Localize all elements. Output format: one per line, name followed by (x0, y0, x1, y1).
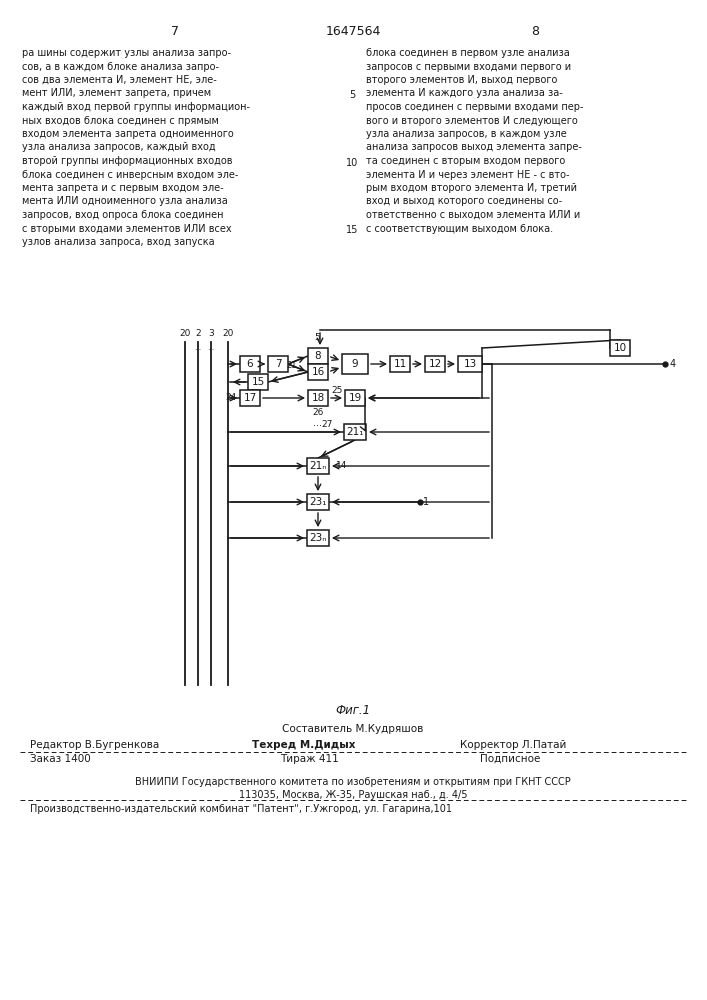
Bar (240, 390, 260, 406)
Bar (610, 340, 630, 356)
Text: ответственно с выходом элемента ИЛИ и: ответственно с выходом элемента ИЛИ и (366, 210, 580, 220)
Text: запросов, вход опроса блока соединен: запросов, вход опроса блока соединен (22, 210, 223, 220)
Text: 1647564: 1647564 (325, 25, 380, 38)
Text: 7: 7 (275, 359, 281, 369)
Bar (345, 390, 365, 406)
Text: 12: 12 (428, 359, 442, 369)
Text: 113035, Москва, Ж-35, Раушская наб., д. 4/5: 113035, Москва, Ж-35, Раушская наб., д. … (239, 790, 467, 800)
Text: 17: 17 (243, 393, 257, 403)
Text: та соединен с вторым входом первого: та соединен с вторым входом первого (366, 156, 566, 166)
Text: мент ИЛИ, элемент запрета, причем: мент ИЛИ, элемент запрета, причем (22, 89, 211, 99)
Text: 18: 18 (311, 393, 325, 403)
Text: 1: 1 (423, 497, 429, 507)
Text: 15: 15 (252, 377, 264, 387)
Text: элемента И каждого узла анализа за-: элемента И каждого узла анализа за- (366, 89, 563, 99)
Text: блока соединен в первом узле анализа: блока соединен в первом узле анализа (366, 48, 570, 58)
Text: ...: ... (207, 343, 214, 352)
Text: каждый вход первой группы информацион-: каждый вход первой группы информацион- (22, 102, 250, 112)
Text: рым входом второго элемента И, третий: рым входом второго элемента И, третий (366, 183, 577, 193)
Text: 13: 13 (463, 359, 477, 369)
Text: 21ₙ: 21ₙ (309, 461, 327, 471)
Text: запросов с первыми входами первого и: запросов с первыми входами первого и (366, 62, 571, 72)
Text: с вторыми входами элементов ИЛИ всех: с вторыми входами элементов ИЛИ всех (22, 224, 232, 233)
Text: просов соединен с первыми входами пер-: просов соединен с первыми входами пер- (366, 102, 583, 112)
Text: вход и выход которого соединены со-: вход и выход которого соединены со- (366, 196, 562, 207)
Text: второй группы информационных входов: второй группы информационных входов (22, 156, 233, 166)
Text: 14: 14 (336, 462, 347, 471)
Bar (308, 390, 328, 406)
Text: 9: 9 (351, 359, 358, 369)
Bar (425, 356, 445, 372)
Text: 11: 11 (393, 359, 407, 369)
Text: 20: 20 (180, 329, 191, 338)
Text: 15: 15 (346, 225, 358, 235)
Text: ра шины содержит узлы анализа запро-: ра шины содержит узлы анализа запро- (22, 48, 231, 58)
Text: блока соединен с инверсным входом эле-: блока соединен с инверсным входом эле- (22, 169, 238, 180)
Bar (344, 424, 366, 440)
Text: 4: 4 (670, 359, 676, 369)
Text: Производственно-издательский комбинат "Патент", г.Ужгород, ул. Гагарина,101: Производственно-издательский комбинат "П… (30, 804, 452, 814)
Text: 23₁: 23₁ (309, 497, 327, 507)
Text: узла анализа запросов, каждый вход: узла анализа запросов, каждый вход (22, 142, 216, 152)
Text: 10: 10 (346, 158, 358, 168)
Text: 8: 8 (531, 25, 539, 38)
Text: сов, а в каждом блоке анализа запро-: сов, а в каждом блоке анализа запро- (22, 62, 219, 72)
Text: ...: ... (194, 343, 201, 352)
Bar (307, 494, 329, 510)
Text: с соответствующим выходом блока.: с соответствующим выходом блока. (366, 224, 553, 233)
Text: Корректор Л.Патай: Корректор Л.Патай (460, 740, 566, 750)
Text: ных входов блока соединен с прямым: ных входов блока соединен с прямым (22, 115, 219, 125)
Text: 21₁: 21₁ (346, 427, 363, 437)
Text: 7: 7 (171, 25, 179, 38)
Text: 21: 21 (287, 361, 297, 370)
Text: входом элемента запрета одноименного: входом элемента запрета одноименного (22, 129, 234, 139)
Bar (240, 356, 260, 372)
Text: вого и второго элементов И следующего: вого и второго элементов И следующего (366, 115, 578, 125)
Text: ...: ... (313, 418, 322, 428)
Bar (308, 364, 328, 380)
Bar (458, 356, 482, 372)
Text: узла анализа запросов, в каждом узле: узла анализа запросов, в каждом узле (366, 129, 567, 139)
Text: 25: 25 (331, 386, 342, 395)
Text: 27: 27 (321, 420, 332, 429)
Text: элемента И и через элемент НЕ - с вто-: элемента И и через элемент НЕ - с вто- (366, 169, 570, 180)
Text: анализа запросов выход элемента запре-: анализа запросов выход элемента запре- (366, 142, 582, 152)
Text: мента запрета и с первым входом эле-: мента запрета и с первым входом эле- (22, 183, 223, 193)
Bar (248, 374, 268, 390)
Text: Фиг.1: Фиг.1 (335, 704, 370, 716)
Text: 6: 6 (247, 359, 253, 369)
Text: 5: 5 (314, 333, 320, 342)
Bar (342, 354, 368, 374)
Text: 2: 2 (195, 329, 201, 338)
Text: 23ₙ: 23ₙ (309, 533, 327, 543)
Text: узлов анализа запроса, вход запуска: узлов анализа запроса, вход запуска (22, 237, 215, 247)
Text: Составитель М.Кудряшов: Составитель М.Кудряшов (282, 724, 423, 734)
Text: 20: 20 (222, 329, 234, 338)
Text: Техред М.Дидых: Техред М.Дидых (252, 740, 356, 750)
Bar (268, 356, 288, 372)
Text: ВНИИПИ Государственного комитета по изобретениям и открытиям при ГКНТ СССР: ВНИИПИ Государственного комитета по изоб… (135, 777, 571, 787)
Text: 3: 3 (208, 329, 214, 338)
Text: Тираж 411: Тираж 411 (280, 754, 339, 764)
Text: 10: 10 (614, 343, 626, 353)
Text: 16: 16 (311, 367, 325, 377)
Text: Заказ 1400: Заказ 1400 (30, 754, 90, 764)
Text: второго элементов И, выход первого: второго элементов И, выход первого (366, 75, 557, 85)
Text: 24: 24 (226, 393, 237, 402)
Text: 19: 19 (349, 393, 361, 403)
Text: мента ИЛИ одноименного узла анализа: мента ИЛИ одноименного узла анализа (22, 196, 228, 207)
Bar (307, 458, 329, 474)
Bar (308, 348, 328, 364)
Bar (307, 530, 329, 546)
Bar (390, 356, 410, 372)
Text: сов два элемента И, элемент НЕ, эле-: сов два элемента И, элемент НЕ, эле- (22, 75, 217, 85)
Text: Подписное: Подписное (480, 754, 540, 764)
Text: 5: 5 (349, 90, 355, 100)
Text: 8: 8 (315, 351, 321, 361)
Text: 26: 26 (312, 408, 324, 417)
Text: Редактор В.Бугренкова: Редактор В.Бугренкова (30, 740, 159, 750)
